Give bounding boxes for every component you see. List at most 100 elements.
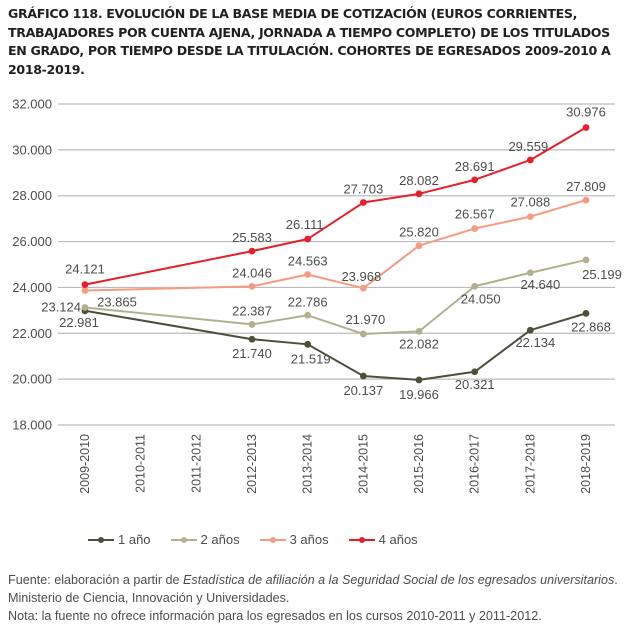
series-1-ano-point[interactable] (304, 340, 312, 348)
series-3-anos-point[interactable] (304, 271, 312, 278)
series-3-anos-line (84, 199, 587, 292)
series-1-ano-point[interactable] (526, 326, 534, 334)
series-3-anos-data-label: 24.046 (232, 265, 272, 280)
series-1-ano-data-label: 19.966 (399, 387, 439, 402)
series-1-ano-line (84, 309, 587, 381)
series-2-anos-point[interactable] (248, 321, 256, 328)
legend-marker-icon (259, 535, 286, 545)
series-3-anos-data-label: 27.809 (566, 179, 606, 194)
y-tick-label: 20.000 (12, 372, 52, 387)
series-2-anos-data-label: 23.124 (41, 300, 81, 315)
y-tick-label: 18.000 (12, 418, 52, 433)
x-tick-label: 2010-2011 (134, 434, 148, 493)
series-3-anos-data-label: 25.820 (399, 225, 439, 240)
series-3-anos-point[interactable] (81, 287, 89, 294)
x-tick-label: 2013-2014 (301, 434, 315, 494)
legend-item-4-anos[interactable]: 4 años (348, 532, 418, 547)
series-2-anos-point[interactable] (582, 256, 590, 264)
x-axis-ticks: 2009-2010 2010-2011 2011-2012 2012-2013 2013… (78, 434, 593, 494)
series-2-anos-data-label: 21.970 (345, 312, 385, 327)
series-4-anos-point[interactable] (304, 235, 312, 243)
y-tick-label: 22.000 (12, 326, 52, 341)
series-4-anos-point[interactable] (359, 199, 367, 206)
series-1-ano-point[interactable] (582, 309, 590, 317)
series-3-anos-data-label: 24.563 (288, 254, 328, 269)
series-3-anos-point[interactable] (582, 196, 590, 204)
series-2-anos-data-label: 24.050 (461, 291, 501, 306)
line-chart: 18.000 20.000 22.000 24.000 26.000 28.000 30.0… (12, 97, 622, 494)
series-2-anos-point[interactable] (359, 330, 367, 338)
series-3-anos-point[interactable] (526, 213, 534, 221)
series-1-ano-data-label: 20.321 (455, 377, 495, 392)
series-1-ano-point[interactable] (415, 376, 423, 384)
legend-marker-icon (348, 535, 375, 545)
series-3-anos-data-label: 26.567 (455, 207, 495, 222)
series-2-anos-line (84, 258, 587, 335)
series-1-ano-point[interactable] (471, 368, 479, 376)
series-4-anos-data-label: 26.111 (286, 217, 324, 232)
series-1-ano-point[interactable] (248, 335, 256, 343)
series-4-anos-data-label: 29.559 (508, 139, 548, 154)
series-2-anos-point[interactable] (526, 269, 534, 277)
series-2-anos-point[interactable] (471, 282, 479, 290)
data-labels: 22.981 21.740 21.519 20.137 19.966 20.321 22.1… (41, 104, 622, 401)
y-tick-label: 30.000 (12, 142, 52, 157)
source-note: Fuente: elaboración a partir de Estadíst… (8, 571, 633, 625)
y-tick-label: 28.000 (12, 188, 52, 203)
series-4-anos-data-label: 30.976 (566, 104, 606, 119)
series-4-anos-point[interactable] (582, 124, 590, 131)
series-1-ano-point[interactable] (359, 372, 367, 380)
series-2-anos-data-label: 25.199 (582, 267, 622, 282)
y-tick-label: 26.000 (12, 234, 52, 249)
series-3-anos-data-label: 23.865 (97, 295, 137, 310)
series-lines (84, 126, 587, 381)
x-tick-label: 2017-2018 (523, 434, 537, 494)
series-4-anos-data-label: 28.691 (455, 159, 495, 174)
series-2-anos-point[interactable] (81, 304, 89, 311)
x-tick-label: 2012-2013 (245, 434, 259, 494)
series-2-anos-point[interactable] (304, 311, 312, 319)
legend-item-1-ano[interactable]: 1 año (88, 532, 151, 547)
series-3-anos-point[interactable] (471, 225, 479, 232)
series-2-anos-point[interactable] (415, 328, 423, 335)
legend-marker-icon (170, 535, 197, 545)
series-4-anos-point[interactable] (471, 176, 479, 184)
series-2-anos-data-label: 22.387 (232, 303, 272, 318)
series-3-anos-point[interactable] (248, 282, 256, 290)
note-text: Nota: la fuente no ofrece información pa… (8, 609, 542, 623)
series-3-anos-point[interactable] (415, 242, 423, 250)
x-tick-label: 2011-2012 (189, 434, 203, 493)
series-3-anos-data-label: 27.088 (510, 195, 550, 210)
legend-label: 2 años (200, 532, 240, 547)
y-axis-ticks: 18.000 20.000 22.000 24.000 26.000 28.000 30.0… (12, 97, 52, 433)
series-1-ano-data-label: 21.519 (291, 351, 331, 366)
series-4-anos-data-label: 24.121 (65, 262, 105, 277)
chart-title: GRÁFICO 118. EVOLUCIÓN DE LA BASE MEDIA … (8, 6, 611, 77)
source-text: Fuente: elaboración a partir de Estadíst… (8, 571, 633, 607)
x-tick-label: 2018-2019 (579, 434, 593, 494)
series-points (81, 124, 590, 384)
series-3-anos-data-label: 23.968 (341, 269, 381, 284)
series-4-anos-point[interactable] (248, 247, 256, 255)
legend-item-2-anos[interactable]: 2 años (170, 532, 240, 547)
x-tick-label: 2016-2017 (468, 434, 482, 494)
series-3-anos-point[interactable] (359, 284, 367, 292)
series-1-ano-data-label: 22.134 (515, 335, 555, 350)
series-1-ano-data-label: 22.868 (571, 319, 611, 334)
series-4-anos-point[interactable] (415, 190, 423, 198)
series-4-anos-point[interactable] (81, 281, 89, 289)
series-1-ano-data-label: 21.740 (232, 346, 272, 361)
series-2-anos-data-label: 22.786 (288, 294, 328, 309)
y-tick-label: 24.000 (12, 280, 52, 295)
legend: 1 año 2 años 3 años 4 años (88, 532, 418, 547)
legend-label: 1 año (118, 532, 151, 547)
series-1-ano-data-label: 20.137 (343, 383, 383, 398)
x-tick-label: 2015-2016 (412, 434, 426, 494)
source-suffix: . Ministerio de Ciencia, Innovación y Un… (8, 573, 618, 605)
series-4-anos-data-label: 25.583 (232, 230, 272, 245)
series-2-anos-data-label: 24.640 (520, 277, 560, 292)
legend-item-3-anos[interactable]: 3 años (259, 532, 329, 547)
legend-marker-icon (88, 535, 114, 545)
source-prefix: Fuente: elaboración a partir de (8, 573, 184, 587)
series-4-anos-point[interactable] (526, 156, 534, 164)
